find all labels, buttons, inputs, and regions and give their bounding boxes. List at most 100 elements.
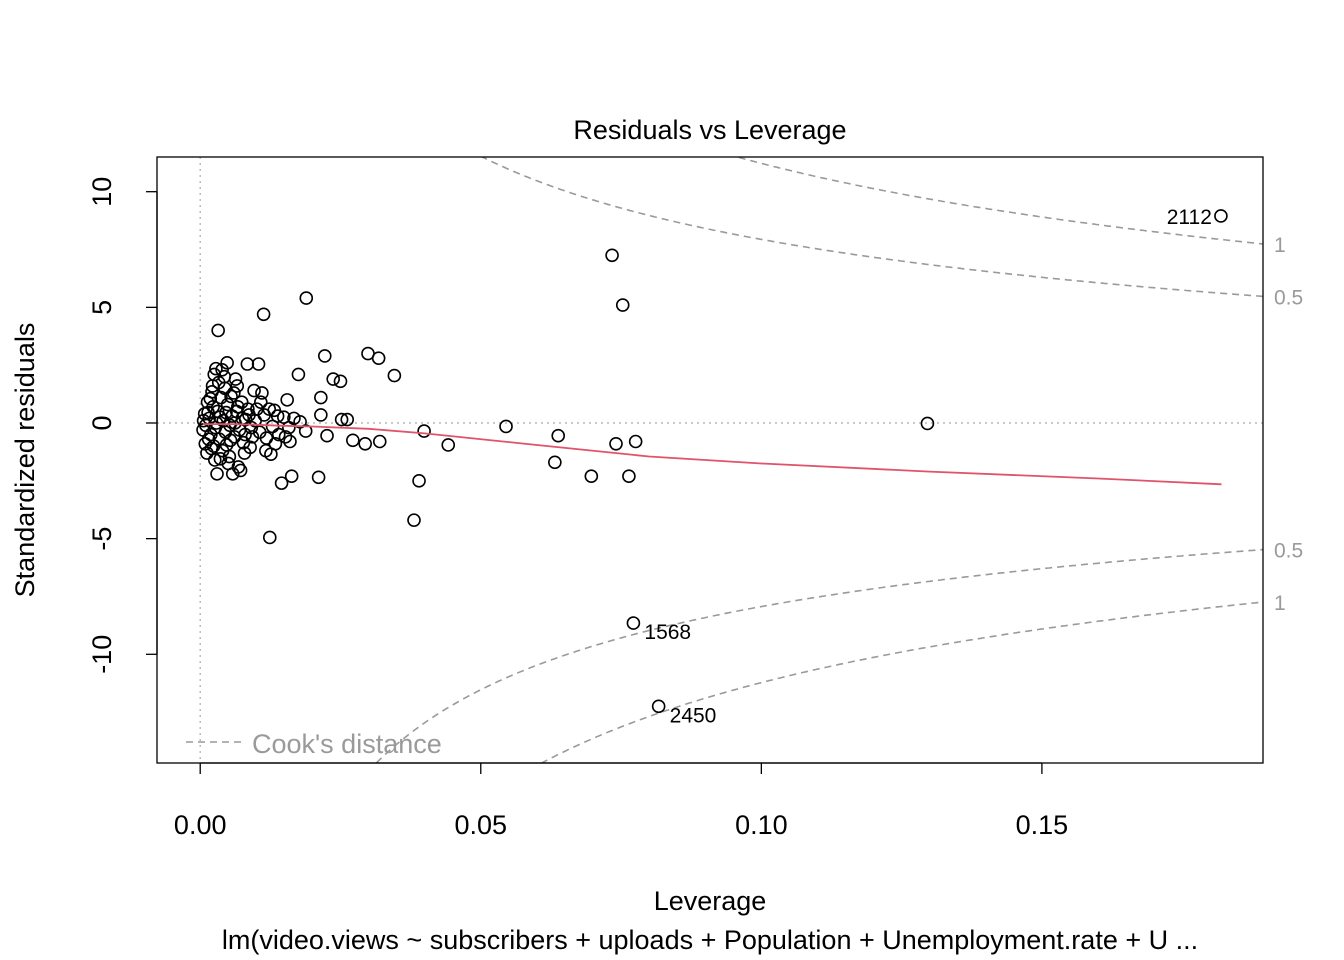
y-tick-label: -10: [87, 635, 117, 674]
data-point: [609, 437, 623, 451]
data-point: [262, 530, 277, 545]
data-point: [213, 452, 228, 466]
data-point: [333, 374, 348, 389]
data-point: [920, 416, 935, 431]
data-point: [317, 349, 332, 363]
data-point: [314, 408, 328, 422]
x-tick-label: 0.10: [735, 810, 788, 840]
data-point: [211, 323, 225, 338]
data-point: [209, 361, 223, 376]
data-point: [240, 357, 255, 371]
data-point: [245, 430, 260, 444]
point-label-1568: 1568: [644, 621, 691, 644]
y-tick-label: -5: [87, 527, 117, 551]
cooks-label-upper: 1: [1274, 234, 1286, 257]
data-point: [284, 469, 299, 483]
data-point: [254, 395, 268, 409]
data-point: [242, 408, 256, 422]
data-point: [224, 389, 238, 404]
data-point: [231, 400, 245, 414]
data-point: [371, 351, 386, 366]
data-point: [237, 446, 252, 460]
data-point: [221, 456, 236, 471]
data-point: [622, 469, 636, 483]
cooks-contour-lower-0.5: [375, 548, 1263, 763]
data-point-2450: [651, 699, 666, 714]
data-point: [280, 393, 294, 407]
cooks-contour-upper-0.5: [480, 157, 1263, 298]
data-point: [267, 403, 282, 418]
chart-title: Residuals vs Leverage: [573, 115, 846, 145]
data-point: [233, 463, 248, 478]
data-point: [548, 455, 562, 470]
data-point: [287, 411, 301, 426]
legend: Cook's distance: [186, 729, 442, 759]
legend-label: Cook's distance: [252, 729, 442, 759]
data-point: [605, 248, 619, 263]
point-labels: 2112 1568 2450: [644, 206, 1212, 727]
reference-lines: [157, 157, 1263, 763]
data-point: [278, 430, 293, 444]
data-point: [271, 427, 286, 442]
model-formula-subtitle: lm(video.views ~ subscribers + uploads +…: [222, 925, 1198, 955]
point-label-2112: 2112: [1167, 206, 1212, 229]
data-point: [255, 386, 269, 400]
x-tick-label: 0.15: [1016, 810, 1069, 840]
data-point: [584, 469, 599, 483]
data-point: [283, 434, 297, 449]
cooks-contour-labels: 1 0.5 0.5 1: [1274, 234, 1303, 615]
data-point: [346, 433, 360, 448]
y-tick-label: 10: [87, 177, 117, 207]
data-point: [256, 307, 271, 322]
cooks-label-upper: 0.5: [1274, 286, 1303, 309]
data-point: [412, 474, 426, 488]
data-point: [291, 367, 306, 382]
x-axis: 0.00 0.05 0.10 0.15: [174, 762, 1069, 840]
data-point: [234, 395, 249, 409]
data-point: [217, 369, 232, 384]
data-point: [247, 383, 261, 398]
data-point: [372, 434, 387, 449]
data-point: [299, 291, 314, 305]
data-point: [220, 356, 234, 370]
data-point: [206, 439, 221, 453]
data-point: [227, 386, 241, 400]
data-point: [298, 424, 313, 438]
data-point: [314, 390, 328, 405]
data-point: [407, 513, 421, 527]
data-point: [199, 418, 213, 433]
data-point: [340, 412, 355, 427]
cooks-contour-upper-1: [734, 157, 1263, 245]
data-point: [201, 405, 215, 420]
data-point: [259, 431, 274, 445]
point-label-2450: 2450: [670, 704, 717, 727]
data-point: [326, 372, 340, 386]
cooks-label-lower: 0.5: [1274, 540, 1303, 563]
data-point: [358, 437, 372, 451]
data-point: [551, 428, 566, 443]
y-tick-label: 5: [87, 300, 117, 315]
data-point-1568: [626, 616, 641, 630]
x-axis-label: Leverage: [654, 886, 767, 916]
data-point: [203, 391, 218, 406]
x-tick-label: 0.00: [174, 810, 227, 840]
data-point: [220, 397, 235, 412]
y-axis-label: Standardized residuals: [10, 323, 40, 598]
cooks-distance-contours: [375, 157, 1263, 763]
data-point: [387, 368, 402, 383]
data-point-2112: [1214, 209, 1228, 223]
data-points: [196, 209, 1228, 714]
data-point: [615, 298, 630, 312]
data-point: [499, 419, 513, 434]
loess-smoother: [203, 423, 1222, 486]
data-point: [215, 362, 229, 377]
data-point: [441, 438, 456, 452]
x-tick-label: 0.05: [454, 810, 507, 840]
data-point: [210, 467, 224, 481]
data-point: [223, 433, 238, 448]
data-point: [320, 428, 334, 443]
y-tick-label: 0: [87, 415, 117, 430]
data-point: [628, 434, 643, 449]
y-axis: -10 -5 0 5 10: [87, 177, 158, 674]
